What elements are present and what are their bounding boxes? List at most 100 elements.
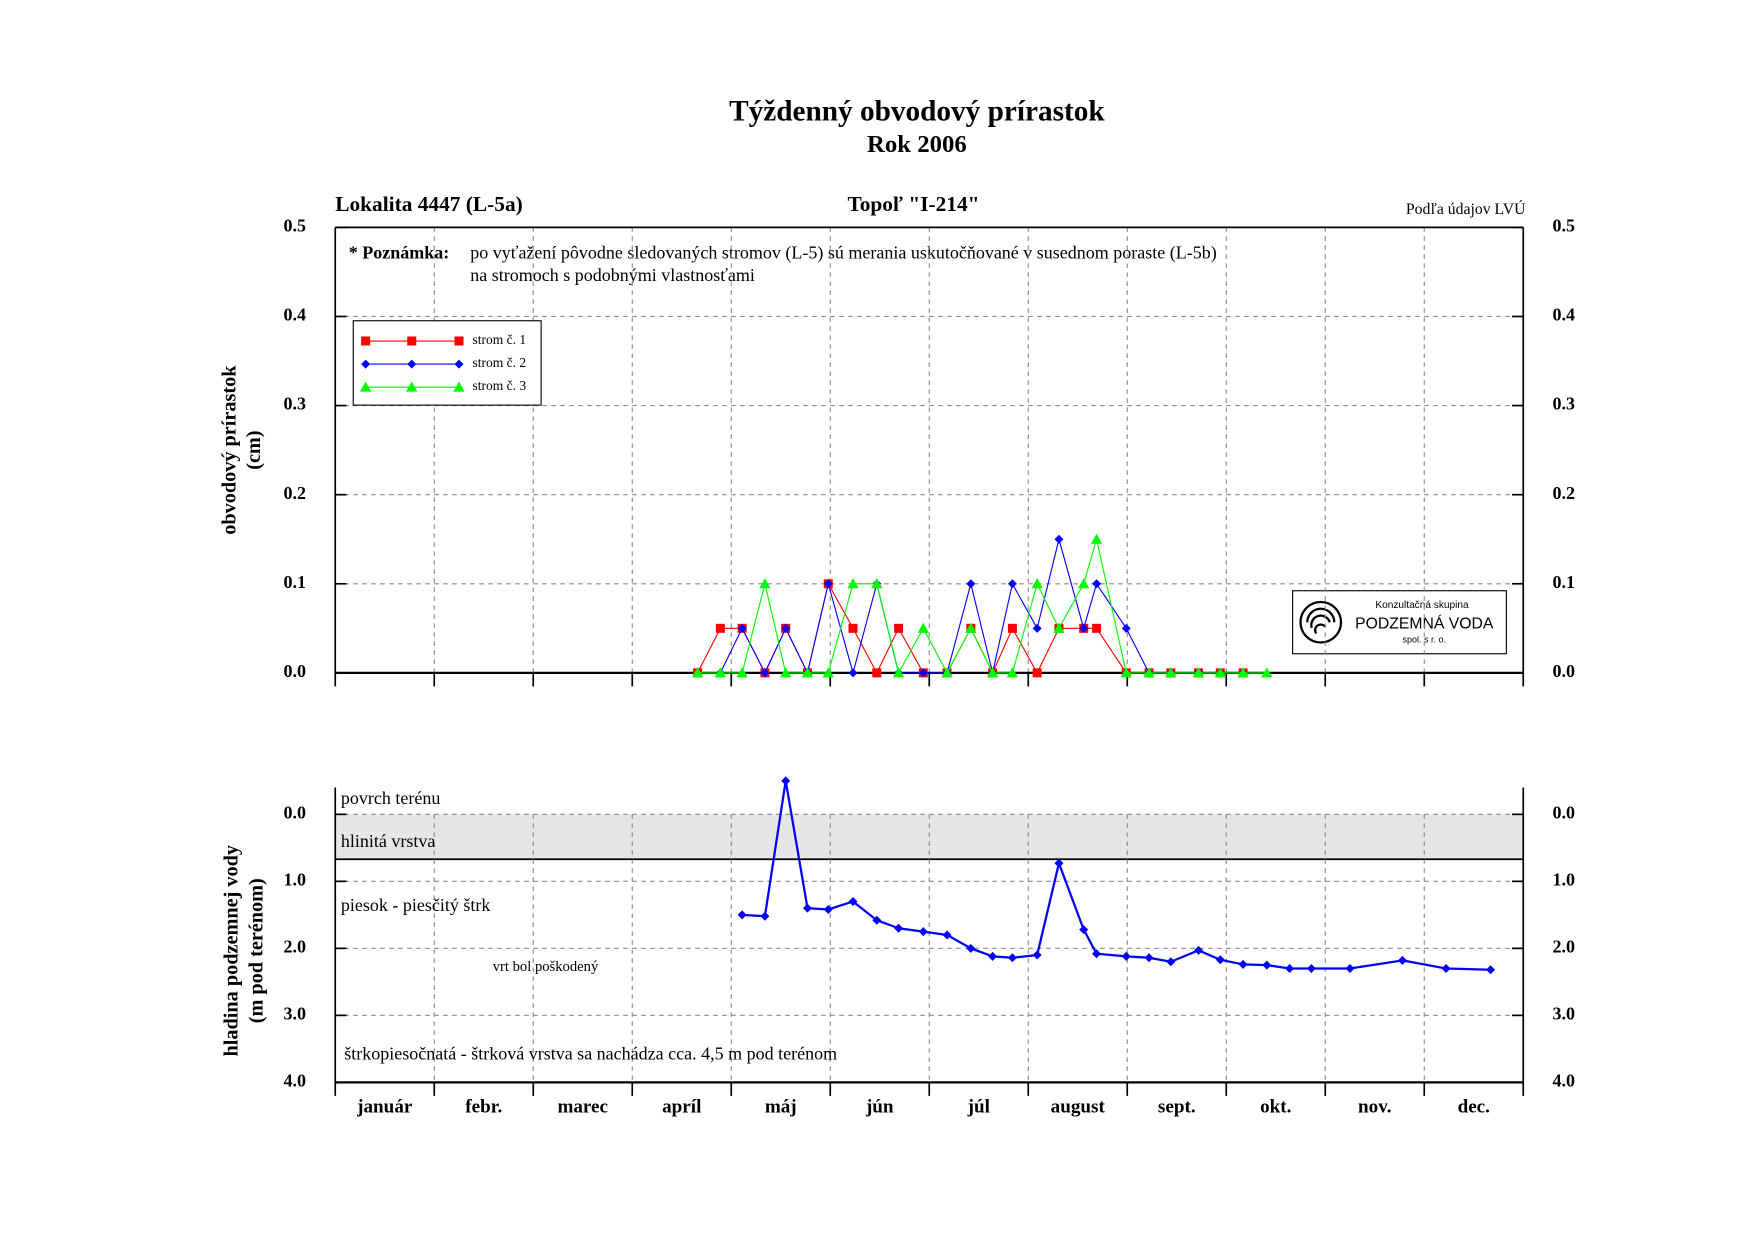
- marker: [737, 910, 747, 920]
- marker: [453, 381, 465, 392]
- marker: [1261, 667, 1273, 678]
- marker: [714, 667, 726, 678]
- marker: [407, 359, 417, 369]
- marker: [1345, 963, 1355, 973]
- marker: [1192, 667, 1205, 678]
- tree: Topoľ "I-214": [847, 192, 979, 216]
- marker: [736, 667, 748, 678]
- marker: [1090, 533, 1103, 544]
- marker: [1237, 667, 1249, 678]
- y-tick-label: 0.5: [284, 216, 307, 236]
- y-tick-label: 0.2: [1553, 483, 1576, 503]
- marker: [1032, 950, 1042, 960]
- marker: [454, 336, 464, 346]
- marker: [1032, 668, 1042, 678]
- y-tick-label: 0.3: [284, 394, 307, 414]
- annotation: štrkopiesočnatá - štrková vrstva sa nach…: [344, 1044, 837, 1064]
- marker: [760, 668, 770, 678]
- marker: [1007, 623, 1017, 633]
- y-axis-label-line: (m pod terénom): [245, 878, 267, 1023]
- marker: [361, 359, 371, 369]
- x-tick-label: dec.: [1458, 1097, 1490, 1118]
- logo: Konzultačná skupina PODZEMNÁ VODA spol. …: [1292, 590, 1507, 655]
- marker: [1238, 959, 1248, 969]
- marker: [1053, 622, 1065, 633]
- y-tick-label: 0.2: [284, 483, 307, 503]
- logo-text: PODZEMNÁ VODA: [1355, 614, 1494, 633]
- marker: [1120, 667, 1132, 678]
- marker: [847, 578, 859, 589]
- marker: [848, 896, 858, 906]
- x-tick-label: máj: [765, 1097, 797, 1118]
- marker: [1054, 858, 1064, 868]
- y-tick-label: 2.0: [1553, 936, 1576, 956]
- note-line: na stromoch s podobnými vlastnosťami: [470, 265, 755, 285]
- marker: [848, 668, 858, 678]
- marker: [1194, 945, 1204, 955]
- marker: [892, 667, 905, 678]
- marker: [759, 578, 771, 589]
- marker: [737, 623, 747, 633]
- marker: [823, 904, 833, 914]
- note-line: po vyťažení pôvodne sledovaných stromov …: [470, 243, 1217, 264]
- marker: [715, 623, 725, 633]
- marker: [1166, 957, 1176, 967]
- x-tick-label: jún: [865, 1097, 894, 1118]
- marker: [1092, 579, 1102, 589]
- y-tick-label: 0.0: [284, 661, 307, 681]
- marker: [872, 668, 882, 678]
- marker: [965, 622, 977, 633]
- x-tick-label: január: [356, 1097, 413, 1118]
- y-tick-label: 0.4: [284, 305, 307, 325]
- chart-title: Týždenný obvodový prírastok: [729, 95, 1105, 127]
- marker: [988, 951, 998, 961]
- chart-subtitle: Rok 2006: [867, 131, 967, 158]
- marker: [848, 623, 858, 633]
- marker: [406, 381, 418, 392]
- marker: [822, 667, 834, 678]
- marker: [823, 579, 833, 589]
- y-tick-label: 0.4: [1553, 305, 1576, 325]
- y-tick-label: 0.0: [1553, 802, 1576, 822]
- marker: [1441, 963, 1451, 973]
- marker: [1092, 949, 1102, 959]
- marker: [760, 911, 770, 921]
- x-tick-label: okt.: [1260, 1097, 1291, 1118]
- y-tick-label: 0.0: [1553, 661, 1576, 681]
- y-tick-label: 0.3: [1553, 394, 1576, 414]
- marker: [1306, 963, 1316, 973]
- y-tick-label: 3.0: [284, 1003, 307, 1023]
- y-tick-label: 1.0: [284, 869, 307, 889]
- marker: [780, 667, 792, 678]
- x-tick-label: nov.: [1358, 1097, 1391, 1118]
- legend-label: strom č. 3: [473, 378, 527, 393]
- y-axis-label: obvodový prírastok (cm): [218, 365, 265, 535]
- marker: [361, 336, 371, 346]
- logo-text: spol. s r. o.: [1402, 635, 1446, 645]
- y-tick-label: 4.0: [1553, 1071, 1576, 1091]
- annotation: piesok - piesčitý štrk: [341, 895, 490, 915]
- marker: [802, 903, 812, 913]
- logo-box: [1292, 590, 1507, 655]
- marker: [1079, 623, 1089, 633]
- legend-label: strom č. 1: [473, 332, 527, 347]
- y-axis-label: hladina podzemnej vody (m pod terénom): [221, 845, 268, 1057]
- marker: [360, 381, 372, 392]
- marker: [1215, 955, 1225, 965]
- y-tick-label: 0.0: [284, 802, 307, 822]
- y-axis-label-line: obvodový prírastok: [218, 365, 240, 535]
- marker: [941, 667, 953, 678]
- annotation: vrt bol poškodený: [493, 959, 599, 975]
- marker: [1143, 667, 1155, 678]
- marker: [918, 927, 928, 937]
- marker: [894, 923, 904, 933]
- y-tick-label: 1.0: [1553, 869, 1576, 889]
- marker: [1007, 579, 1017, 589]
- marker: [407, 336, 417, 346]
- marker: [1397, 955, 1407, 965]
- marker: [1214, 667, 1226, 678]
- marker: [1054, 534, 1064, 544]
- y-tick-label: 4.0: [284, 1071, 307, 1091]
- marker: [1285, 963, 1295, 973]
